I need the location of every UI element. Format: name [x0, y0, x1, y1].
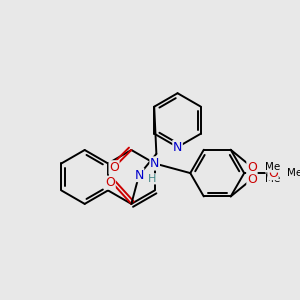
Text: O: O — [109, 161, 119, 174]
Text: O: O — [105, 176, 115, 189]
Text: Me: Me — [266, 174, 281, 184]
Text: N: N — [150, 157, 159, 170]
Text: N: N — [173, 141, 182, 154]
Text: N: N — [134, 169, 144, 182]
Text: Me: Me — [266, 162, 281, 172]
Text: Me: Me — [286, 168, 300, 178]
Text: O: O — [247, 172, 257, 186]
Text: O: O — [247, 160, 257, 174]
Text: O: O — [268, 167, 278, 180]
Text: H: H — [148, 174, 157, 184]
